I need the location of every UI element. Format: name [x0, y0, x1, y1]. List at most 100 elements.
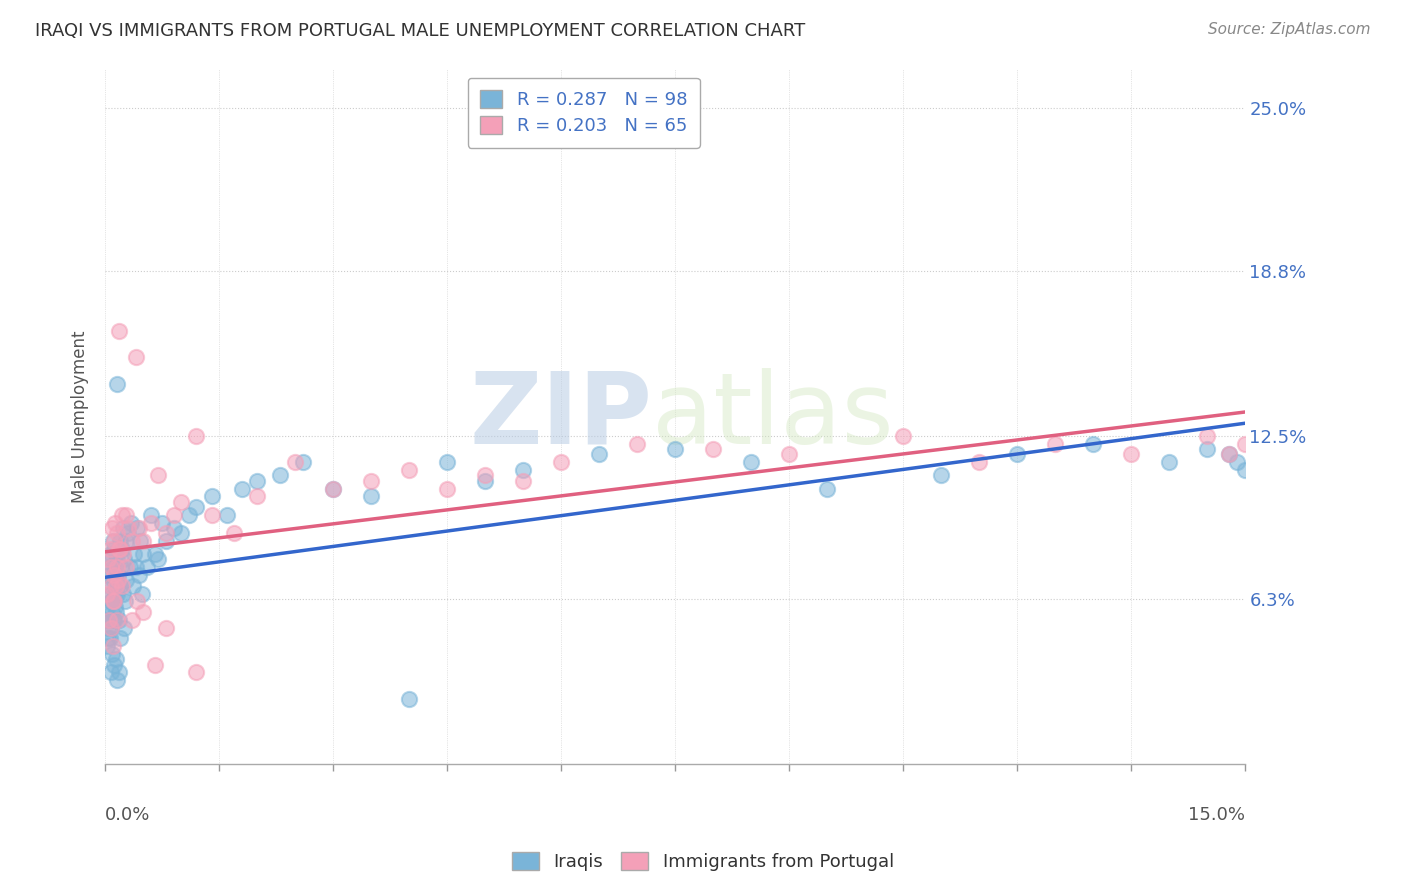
- Point: [122, 547, 145, 561]
- Point: [436, 455, 458, 469]
- Point: [162, 508, 184, 522]
- Point: [967, 455, 990, 469]
- Point: [104, 652, 127, 666]
- Point: [1119, 447, 1142, 461]
- Point: [436, 482, 458, 496]
- Point: [127, 594, 149, 608]
- Point: [1218, 447, 1240, 461]
- Point: [96, 613, 118, 627]
- Point: [155, 621, 177, 635]
- Point: [100, 621, 122, 635]
- Point: [105, 613, 128, 627]
- Point: [155, 534, 177, 549]
- Point: [148, 552, 170, 566]
- Point: [105, 552, 128, 566]
- Point: [105, 560, 128, 574]
- Point: [284, 455, 307, 469]
- Point: [215, 508, 238, 522]
- Point: [474, 474, 496, 488]
- Point: [114, 534, 136, 549]
- Point: [96, 586, 118, 600]
- Point: [103, 534, 125, 549]
- Text: ZIP: ZIP: [470, 368, 652, 465]
- Point: [101, 521, 124, 535]
- Point: [891, 429, 914, 443]
- Point: [101, 574, 124, 588]
- Point: [474, 468, 496, 483]
- Point: [105, 376, 128, 391]
- Point: [108, 665, 131, 680]
- Point: [128, 568, 150, 582]
- Point: [100, 594, 122, 608]
- Point: [104, 568, 127, 582]
- Point: [111, 579, 134, 593]
- Point: [112, 521, 135, 535]
- Point: [100, 621, 122, 635]
- Point: [110, 632, 132, 646]
- Point: [103, 594, 125, 608]
- Point: [105, 579, 128, 593]
- Point: [120, 516, 142, 530]
- Point: [108, 534, 131, 549]
- Point: [121, 534, 143, 549]
- Point: [139, 508, 162, 522]
- Point: [114, 594, 136, 608]
- Point: [100, 579, 122, 593]
- Point: [170, 526, 193, 541]
- Point: [118, 560, 141, 574]
- Point: [100, 665, 122, 680]
- Point: [108, 541, 131, 556]
- Point: [98, 632, 121, 646]
- Point: [269, 468, 291, 483]
- Point: [101, 534, 124, 549]
- Point: [121, 579, 143, 593]
- Point: [98, 613, 121, 627]
- Point: [101, 647, 124, 661]
- Point: [200, 508, 222, 522]
- Point: [360, 474, 382, 488]
- Point: [170, 494, 193, 508]
- Point: [550, 455, 572, 469]
- Point: [103, 613, 125, 627]
- Point: [101, 594, 124, 608]
- Point: [117, 521, 139, 535]
- Point: [124, 351, 146, 365]
- Point: [143, 657, 166, 672]
- Point: [112, 547, 135, 561]
- Text: Source: ZipAtlas.com: Source: ZipAtlas.com: [1208, 22, 1371, 37]
- Point: [778, 447, 800, 461]
- Point: [103, 541, 125, 556]
- Point: [224, 526, 246, 541]
- Point: [398, 691, 420, 706]
- Text: 0.0%: 0.0%: [105, 806, 150, 824]
- Point: [588, 447, 610, 461]
- Y-axis label: Male Unemployment: Male Unemployment: [72, 330, 89, 503]
- Point: [322, 482, 344, 496]
- Point: [136, 560, 159, 574]
- Point: [177, 508, 200, 522]
- Point: [121, 613, 143, 627]
- Point: [96, 599, 118, 614]
- Point: [97, 621, 120, 635]
- Point: [103, 560, 125, 574]
- Point: [98, 560, 121, 574]
- Point: [702, 442, 724, 457]
- Point: [112, 552, 135, 566]
- Point: [105, 673, 128, 688]
- Point: [101, 639, 124, 653]
- Point: [132, 534, 155, 549]
- Point: [1081, 437, 1104, 451]
- Point: [1218, 447, 1240, 461]
- Point: [740, 455, 762, 469]
- Point: [129, 534, 152, 549]
- Point: [104, 547, 127, 561]
- Point: [131, 586, 153, 600]
- Point: [1195, 429, 1218, 443]
- Point: [1157, 455, 1180, 469]
- Point: [98, 613, 121, 627]
- Point: [929, 468, 952, 483]
- Legend: Iraqis, Immigrants from Portugal: Iraqis, Immigrants from Portugal: [505, 846, 901, 879]
- Point: [1043, 437, 1066, 451]
- Point: [155, 526, 177, 541]
- Point: [815, 482, 838, 496]
